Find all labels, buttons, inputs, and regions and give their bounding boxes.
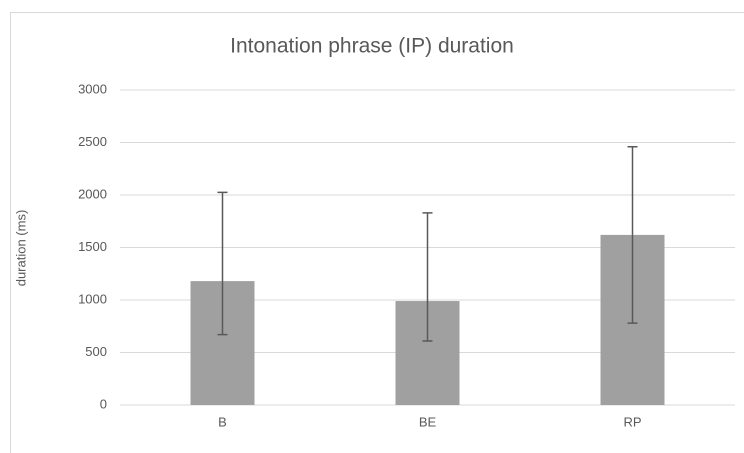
x-tick-label: RP [623, 414, 641, 429]
error-bar-lower [422, 301, 433, 342]
y-tick-label: 500 [85, 344, 107, 359]
x-tick-label: B [218, 414, 227, 429]
y-tick-label: 0 [100, 396, 107, 411]
y-tick-label: 1000 [78, 291, 107, 306]
y-tick-label: 2000 [78, 186, 107, 201]
error-bar-upper [627, 145, 638, 235]
error-bar-upper [217, 191, 228, 282]
x-tick-label: BE [419, 414, 437, 429]
error-bar-upper [422, 212, 433, 302]
chart-title: Intonation phrase (IP) duration [230, 35, 514, 58]
y-tick-label: 2500 [78, 134, 107, 149]
y-axis-label: duration (ms) [13, 210, 28, 287]
y-tick-label: 3000 [78, 81, 107, 96]
error-bar-lower [627, 234, 638, 324]
error-bar-lower [217, 281, 228, 336]
y-tick-label: 1500 [78, 239, 107, 254]
